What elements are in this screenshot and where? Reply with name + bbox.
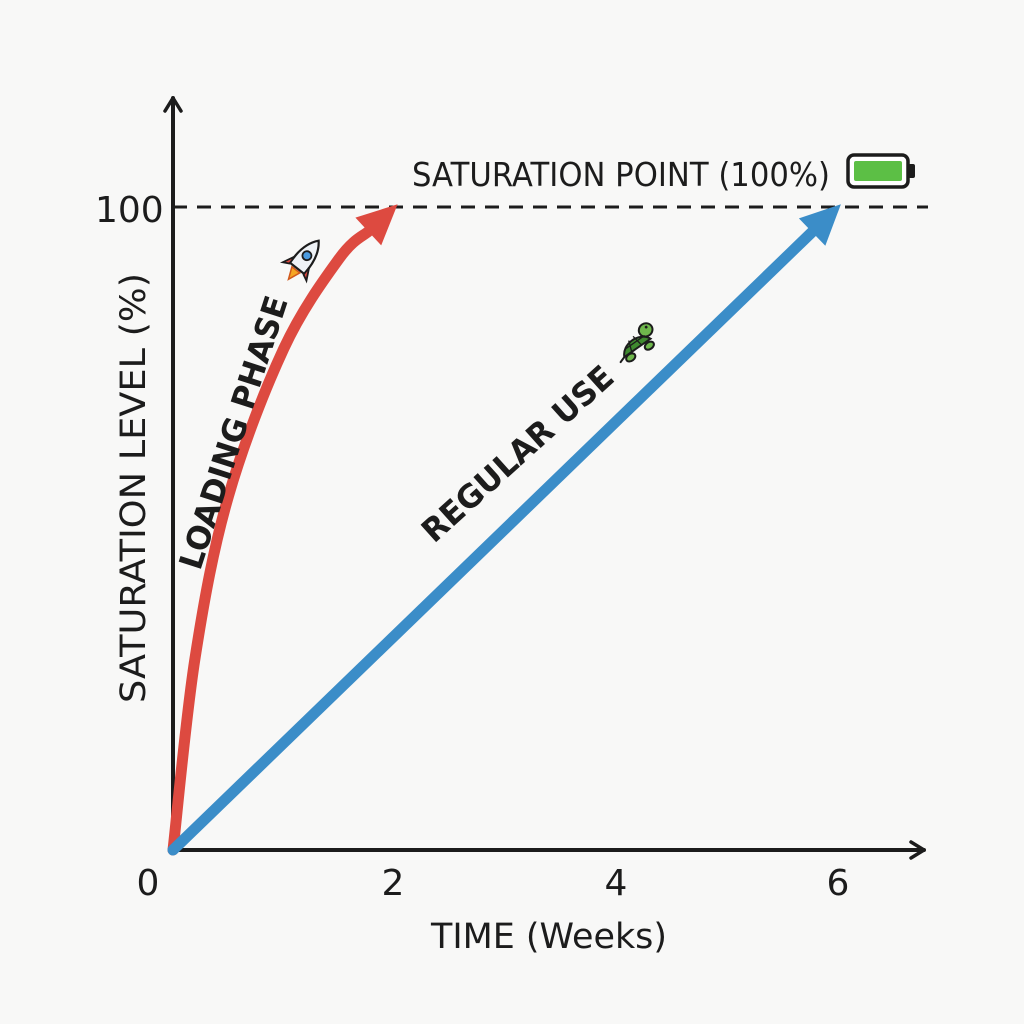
- loading-phase-arrowhead: [355, 204, 398, 246]
- loading-phase-series-line: [167, 226, 374, 856]
- y-tick-label-100: 100: [95, 190, 164, 231]
- saturation-point-label: SATURATION POINT (100%): [412, 155, 830, 194]
- rocket-icon: [279, 239, 320, 284]
- loading-phase-label: LOADING PHASE: [171, 291, 295, 574]
- x-tick-label-2: 2: [382, 863, 405, 904]
- x-axis-title: TIME (Weeks): [430, 917, 667, 957]
- y-axis-title: SATURATION LEVEL (%): [114, 273, 154, 703]
- x-tick-label-4: 4: [605, 863, 628, 904]
- turtle-icon: [619, 322, 655, 364]
- x-tick-label-6: 6: [827, 863, 850, 904]
- x-tick-label-0: 0: [137, 863, 160, 904]
- regular-use-arrowhead: [798, 204, 841, 246]
- regular-use-series-line: [167, 226, 818, 856]
- full-battery-icon: [846, 153, 915, 189]
